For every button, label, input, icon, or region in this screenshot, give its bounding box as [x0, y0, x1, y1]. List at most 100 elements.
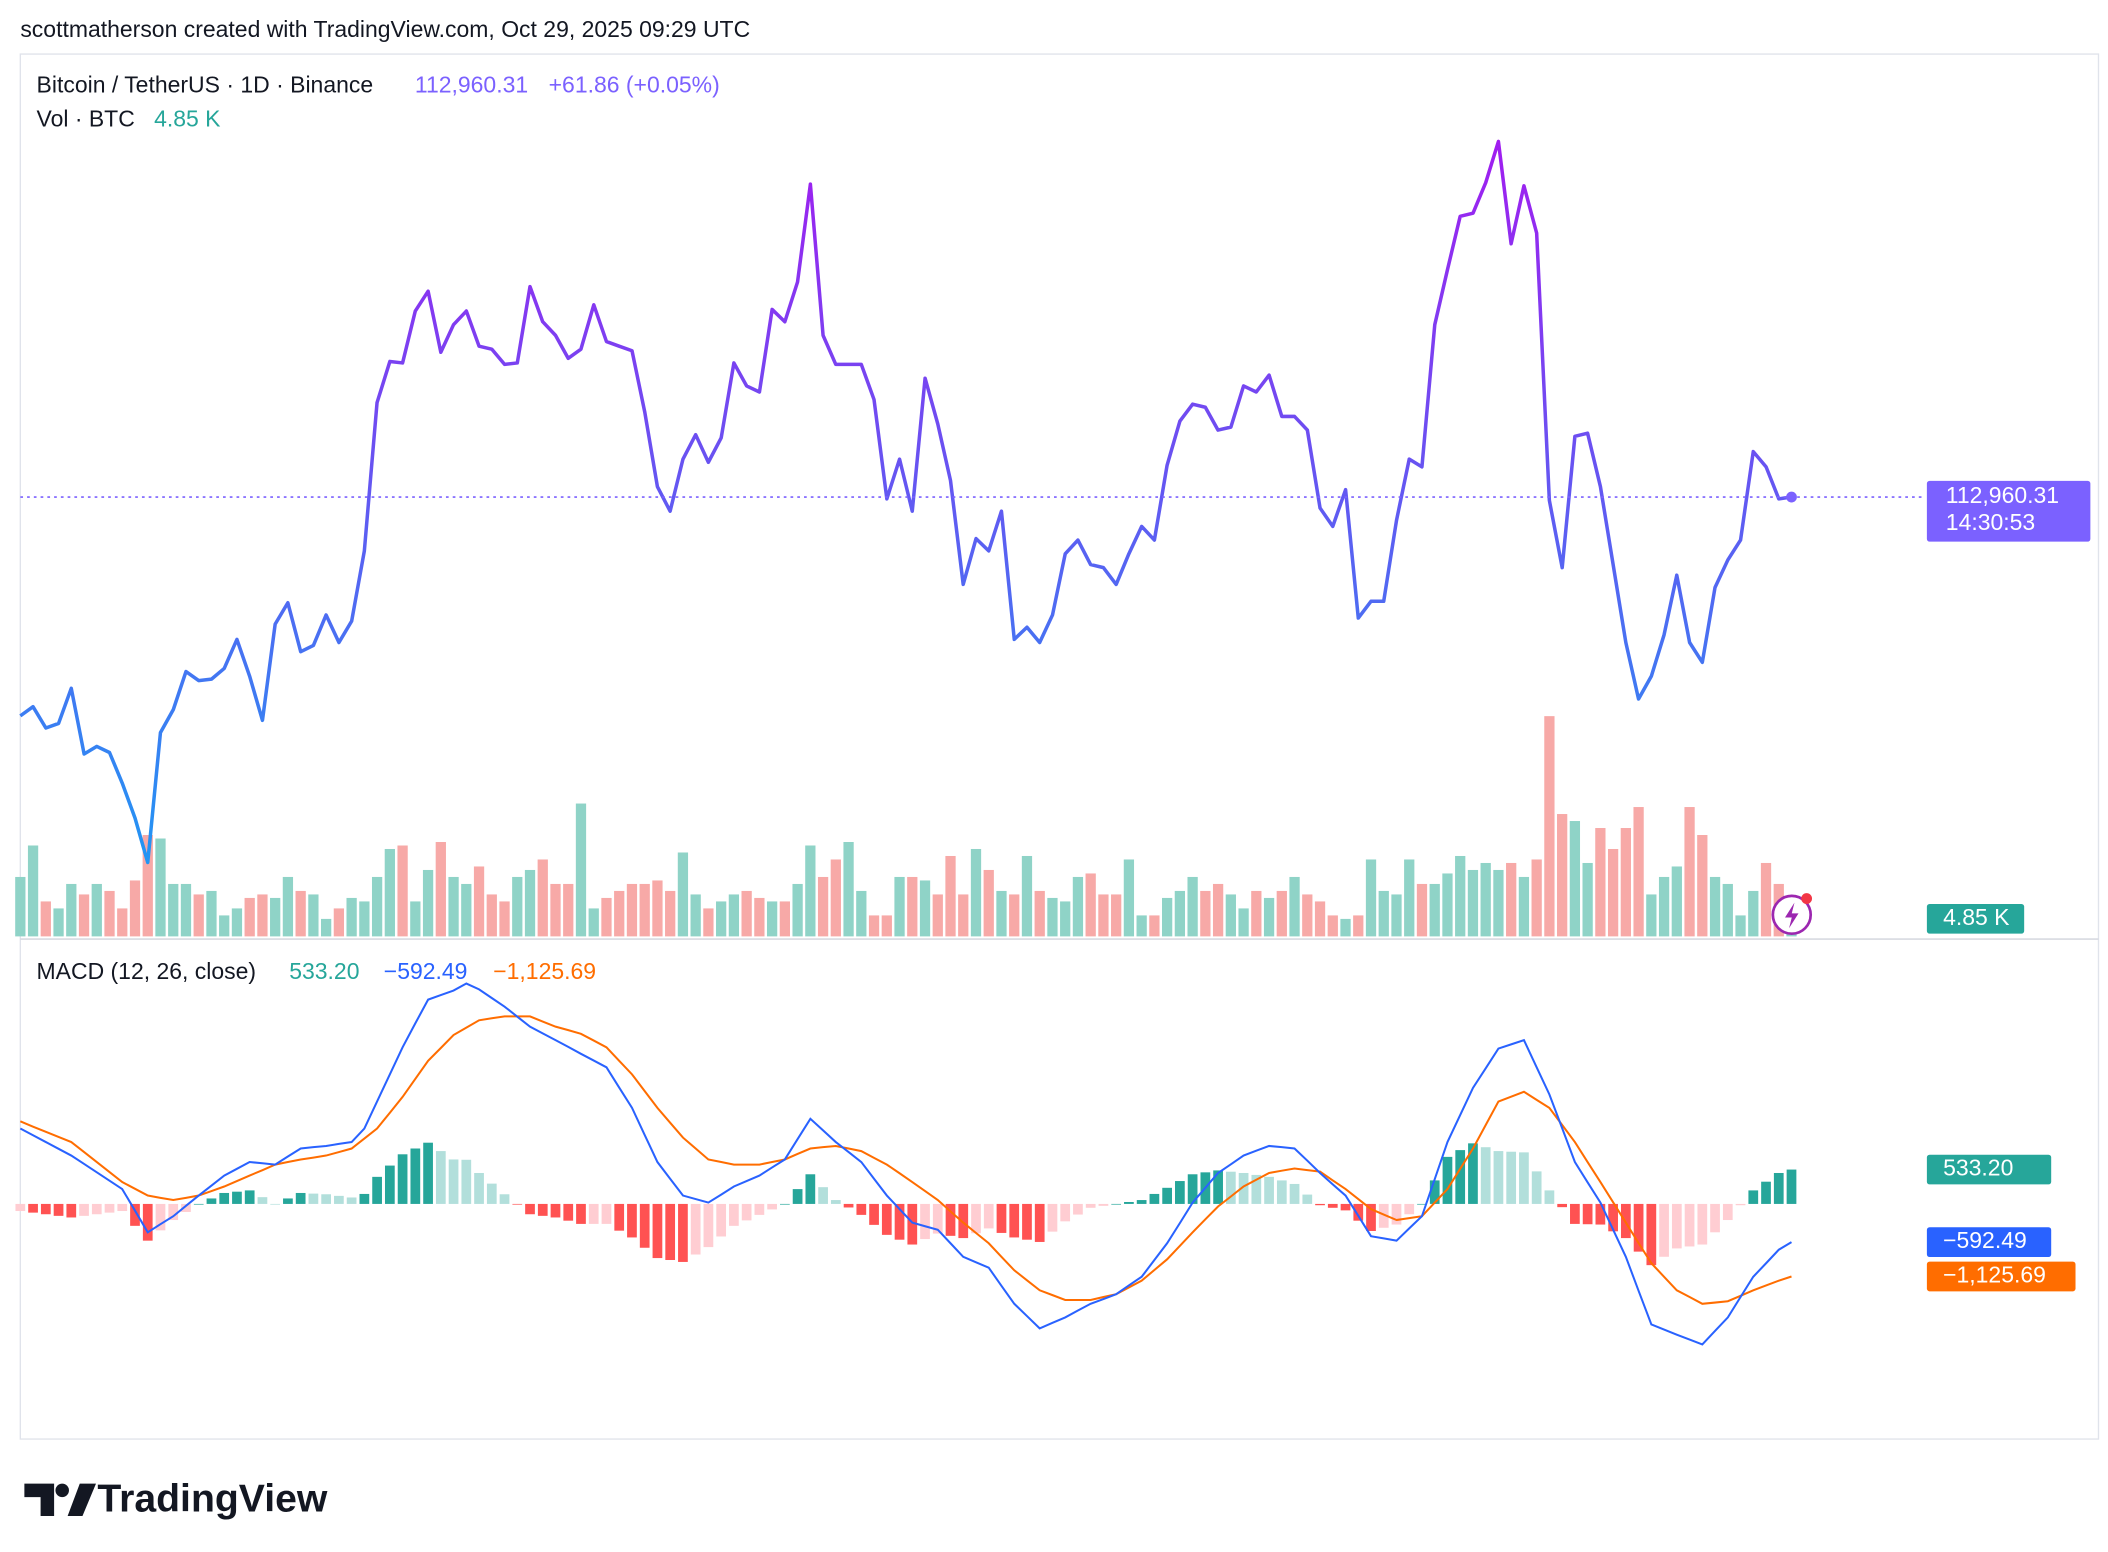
- macd-histogram-bar: [512, 1203, 523, 1205]
- volume-bar: [1633, 807, 1644, 937]
- volume-bar: [244, 897, 255, 937]
- macd-histogram-bar: [550, 1203, 561, 1218]
- macd-histogram-bar: [206, 1198, 217, 1204]
- macd-histogram-bar: [907, 1203, 918, 1245]
- volume-bar: [716, 901, 727, 937]
- macd-histogram-bar: [142, 1203, 153, 1241]
- macd-histogram-bar: [1175, 1181, 1185, 1204]
- volume-bar: [270, 897, 281, 937]
- macd-histogram-bar: [1761, 1181, 1771, 1204]
- volume-bar: [1416, 883, 1428, 937]
- volume-bar: [1722, 883, 1733, 937]
- volume-bar: [1378, 890, 1389, 937]
- volume-bar: [1276, 890, 1287, 937]
- macd-histogram-bar: [155, 1203, 166, 1231]
- volume-bar: [231, 908, 243, 937]
- macd-histogram-bar: [435, 1151, 446, 1204]
- macd-histogram-bar: [1468, 1143, 1478, 1204]
- macd-histogram-bar: [983, 1203, 994, 1229]
- volume-bar: [129, 880, 141, 937]
- macd-histogram-bar: [971, 1203, 981, 1234]
- macd-histogram-bar: [15, 1203, 26, 1212]
- macd-line: [19, 982, 1793, 1346]
- macd-histogram-bar: [104, 1203, 115, 1213]
- volume-bar: [1684, 807, 1695, 937]
- volume-bar: [958, 894, 969, 937]
- volume-bar: [333, 908, 345, 937]
- macd-histogram-bar: [818, 1187, 828, 1204]
- volume-bar: [499, 901, 510, 937]
- macd-histogram-bar: [1034, 1203, 1045, 1242]
- macd-histogram-bar: [1659, 1203, 1669, 1257]
- volume-bar: [741, 890, 752, 937]
- volume-bar: [410, 901, 421, 937]
- volume-bar: [588, 908, 599, 937]
- macd-histogram-bar: [1506, 1151, 1517, 1204]
- volume-bar: [1735, 915, 1746, 937]
- volume-bar: [295, 890, 306, 937]
- macd-histogram-bar: [563, 1203, 574, 1221]
- volume-bar: [1671, 866, 1682, 937]
- macd-histogram-bar: [588, 1203, 599, 1224]
- macd-histogram-bar: [1391, 1203, 1402, 1225]
- volume-bar: [1569, 821, 1581, 937]
- macd-histogram-bar: [1251, 1174, 1262, 1204]
- macd-histogram-bar: [1366, 1203, 1376, 1231]
- volume-bar: [537, 859, 548, 937]
- price-change: +61.86 (+0.05%): [549, 72, 720, 98]
- macd-histogram-bar: [1047, 1203, 1058, 1232]
- volume-bar: [1557, 814, 1568, 937]
- signal-tag: [1926, 1261, 2076, 1292]
- macd-histogram-bar: [219, 1192, 230, 1204]
- volume-bar: [206, 890, 217, 937]
- volume-bar: [104, 890, 115, 937]
- volume-bar: [690, 894, 701, 937]
- volume-bar: [970, 848, 982, 937]
- volume-bar: [1748, 890, 1759, 937]
- macd-histogram-bar: [1327, 1203, 1338, 1208]
- macd-histogram-bar: [79, 1203, 89, 1216]
- macd-histogram-bar: [525, 1203, 535, 1215]
- macd-histogram-bar: [40, 1203, 51, 1215]
- volume-bar: [1187, 876, 1198, 937]
- volume-bar: [1009, 894, 1020, 937]
- macd-histogram-bar: [1684, 1203, 1695, 1247]
- macd-histogram-bar: [690, 1203, 701, 1255]
- volume-bar: [435, 841, 446, 937]
- volume-bar: [1404, 859, 1415, 937]
- macd-histogram-bar: [1124, 1201, 1134, 1204]
- macd-histogram-bar: [1722, 1203, 1733, 1221]
- volume-bar: [575, 803, 587, 937]
- volume-bar: [1225, 894, 1236, 937]
- volume-bar: [422, 869, 434, 937]
- volume-bar: [1149, 915, 1160, 937]
- volume-bar: [1251, 890, 1262, 937]
- volume-bar: [1098, 894, 1109, 937]
- macd-histogram-bar: [448, 1159, 459, 1204]
- volume-bar: [1034, 890, 1045, 937]
- macd-histogram-bar: [130, 1203, 140, 1226]
- macd-histogram-bar: [869, 1203, 879, 1225]
- volume-bar: [512, 876, 523, 937]
- volume-bar: [945, 855, 956, 937]
- volume-bar: [868, 915, 880, 937]
- macd-histogram-bar: [1455, 1150, 1466, 1204]
- macd-histogram-bar: [920, 1203, 930, 1240]
- volume-bar: [881, 915, 892, 937]
- macd-histogram-bar: [1595, 1203, 1606, 1225]
- macd-histogram-bar: [410, 1148, 421, 1204]
- volume-bar: [1544, 716, 1555, 937]
- macd-histogram-bar: [1531, 1171, 1542, 1204]
- volume-bar: [1697, 835, 1708, 937]
- volume-bar: [1391, 894, 1402, 937]
- macd-histogram-bar: [1187, 1174, 1198, 1204]
- volume-bar: [346, 897, 357, 937]
- macd-histogram-bar: [1289, 1183, 1300, 1204]
- volume-bar: [40, 901, 51, 937]
- countdown-label: 14:30:53: [1946, 509, 2035, 535]
- macd-histogram-bar: [1608, 1203, 1618, 1232]
- volume-bar: [665, 890, 676, 937]
- price-tag: [1926, 480, 2091, 542]
- price-line: [19, 139, 1792, 865]
